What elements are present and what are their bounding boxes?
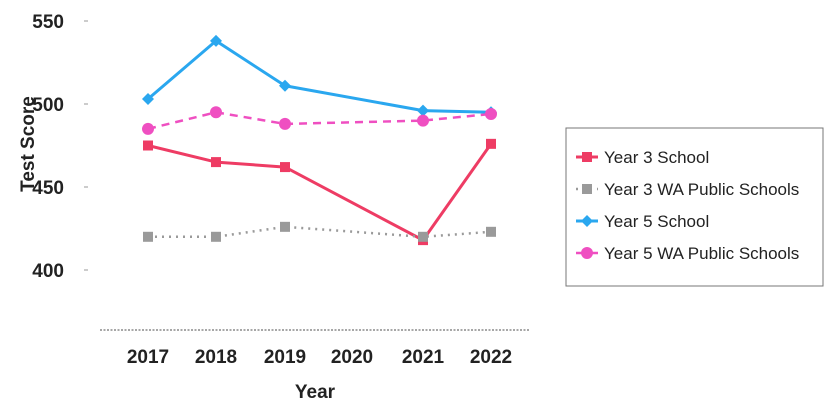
y-tick-label: 450 [32, 178, 64, 199]
legend-swatch-marker [582, 152, 592, 162]
data-point [417, 104, 429, 117]
data-point [143, 140, 153, 151]
data-point [210, 34, 222, 47]
x-tick-label: 2022 [470, 347, 512, 368]
legend-item: Year 3 WA Public Schools [576, 180, 799, 199]
data-point [142, 122, 154, 135]
series-1 [143, 138, 496, 246]
series-2 [143, 221, 496, 242]
y-axis-title: Test Score [18, 96, 39, 192]
data-point [211, 157, 221, 168]
y-tick-label: 500 [32, 95, 64, 116]
x-tick-label: 2017 [127, 347, 169, 368]
x-tick-label: 2018 [195, 347, 237, 368]
legend: Year 3 School Year 3 WA Public Schools Yea… [576, 148, 799, 263]
series-4 [142, 106, 497, 135]
series-line [147, 111, 492, 131]
legend-swatch-marker [581, 215, 593, 227]
data-point [280, 221, 290, 232]
legend-label: Year 5 WA Public Schools [604, 244, 799, 263]
data-point [486, 226, 496, 237]
legend-item: Year 5 School [576, 212, 709, 231]
series-line [148, 225, 492, 239]
series-line [147, 142, 493, 242]
legend-item: Year 3 School [576, 148, 709, 167]
data-point [210, 106, 222, 119]
y-axis-ticks: 400 450 500 550 [32, 12, 88, 282]
y-tick-label: 400 [32, 261, 64, 282]
x-tick-label: 2021 [402, 347, 445, 368]
legend-label: Year 5 School [604, 212, 709, 231]
x-axis-title: Year [295, 382, 336, 403]
legend-label: Year 3 School [604, 148, 709, 167]
data-point [280, 162, 290, 173]
y-tick-label: 550 [32, 12, 64, 33]
legend-item: Year 5 WA Public Schools [576, 244, 799, 263]
data-point [417, 114, 429, 127]
legend-label: Year 3 WA Public Schools [604, 180, 799, 199]
series-line [147, 39, 492, 114]
legend-swatch-marker [582, 184, 592, 194]
data-point [418, 231, 428, 242]
data-point [485, 107, 497, 120]
series-layer [142, 34, 497, 246]
data-point [211, 231, 221, 242]
x-tick-label: 2020 [331, 347, 373, 368]
x-axis-ticks: 2017 2018 2019 2020 2021 2022 [127, 347, 512, 368]
data-point [142, 93, 154, 106]
data-point [143, 231, 153, 242]
data-point [486, 138, 496, 149]
data-point [279, 117, 291, 130]
series-3 [142, 34, 497, 119]
legend-box [565, 127, 824, 287]
x-tick-label: 2019 [264, 347, 306, 368]
legend-swatch-marker [581, 247, 593, 259]
data-point [279, 79, 291, 92]
